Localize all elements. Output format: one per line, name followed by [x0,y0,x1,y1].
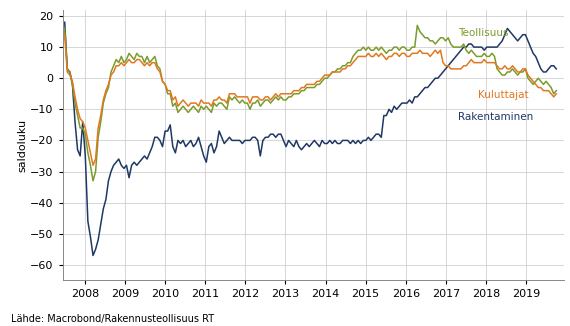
Text: Teollisuus: Teollisuus [458,28,508,38]
Y-axis label: saldoluku: saldoluku [18,119,27,171]
Text: Kuluttajat: Kuluttajat [478,90,528,100]
Text: Lähde: Macrobond/Rakennusteollisuus RT: Lähde: Macrobond/Rakennusteollisuus RT [11,314,214,324]
Text: Rakentaminen: Rakentaminen [458,112,533,122]
